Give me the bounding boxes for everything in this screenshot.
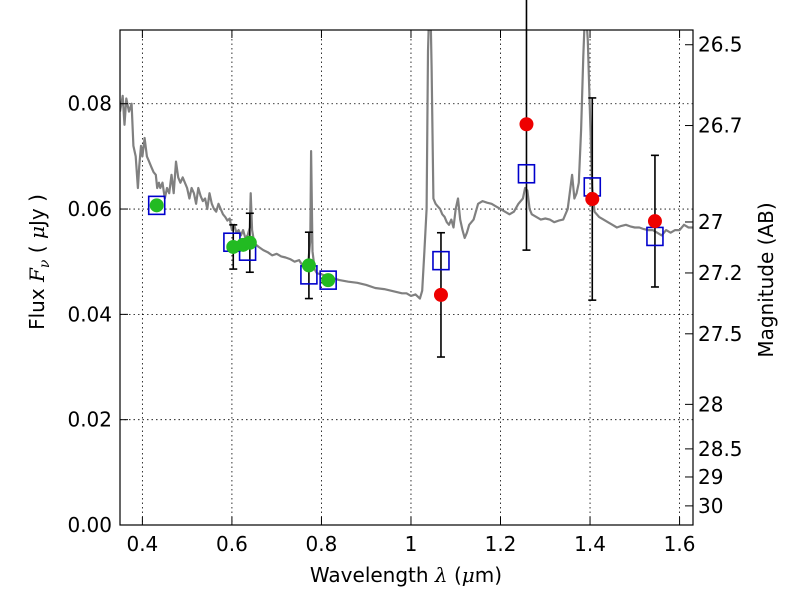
y-tick-label: 0.08 (67, 92, 112, 116)
ir-detection-point (647, 214, 662, 229)
ir-detection-point (585, 192, 600, 207)
optical-detection-point (301, 258, 316, 273)
optical-detection-point (149, 198, 164, 213)
model-photometry-square (517, 163, 536, 184)
ir-detection-point (433, 287, 448, 302)
x-axis-label-symbol: λ (434, 563, 448, 587)
x-tick-label: 1.2 (485, 532, 517, 556)
x-tick-label: 1.4 (574, 532, 606, 556)
model-photometry-square (147, 195, 166, 216)
model-photometry-square (319, 270, 337, 290)
sed-model-curve (120, 30, 693, 300)
markers (147, 117, 664, 302)
optical-detection-point (321, 273, 336, 288)
x-axis-label-unit: m) (475, 563, 502, 587)
y-axis-label-unit: Jy ) (25, 194, 49, 228)
y2-axis-label: Magnitude (AB) (754, 202, 778, 357)
optical-detection-point (242, 235, 257, 250)
model-photometry-square (432, 250, 450, 271)
x-tick-label: 0.4 (126, 532, 158, 556)
x-tick-label: 1 (405, 532, 418, 556)
mag-tick-label: 30 (698, 494, 723, 518)
x-axis-label-unit-symbol: μ (462, 563, 475, 587)
mag-tick-label: 28.5 (698, 437, 743, 461)
sed-curve-line (120, 30, 693, 300)
y-axis-label-subscript: ν (37, 259, 53, 268)
y-tick-label: 0.06 (67, 197, 112, 221)
y-axis-label: Flux Fν ( μJy ) (25, 194, 53, 330)
y-tick-label: 0.04 (67, 302, 112, 326)
grid (120, 30, 693, 526)
x-axis-label-text: Wavelength (310, 563, 435, 587)
mag-tick-label: 26.7 (698, 114, 743, 138)
x-axis-label: Wavelength λ (μm) (310, 563, 502, 587)
mag-tick-label: 29 (698, 465, 723, 489)
y-tick-label: 0.00 (67, 513, 112, 537)
y-axis-label-symbol: F (25, 267, 49, 283)
plot-frame (119, 29, 694, 526)
y-axis-label-text: Flux (25, 282, 49, 330)
mag-tick-label: 27 (698, 210, 723, 234)
mag-tick-label: 27.2 (698, 261, 743, 285)
ticks: 0.4 0.6 0.8 1 1.2 1.4 1.6 0.00 0.02 0.04 0.06 0.08 2… (67, 30, 743, 556)
x-tick-label: 0.6 (216, 532, 248, 556)
x-axis-label-paren: ( (448, 563, 462, 587)
y-tick-label: 0.02 (67, 408, 112, 432)
mag-tick-label: 28 (698, 392, 723, 416)
y-axis-label-unit-symbol: μ (25, 226, 49, 239)
x-tick-label: 1.6 (664, 532, 696, 556)
ir-detection-point (519, 117, 534, 132)
mag-tick-label: 27.5 (698, 322, 743, 346)
x-tick-label: 0.8 (306, 532, 338, 556)
mag-tick-label: 26.5 (698, 33, 743, 57)
y-axis-label-paren: ( (25, 239, 49, 260)
